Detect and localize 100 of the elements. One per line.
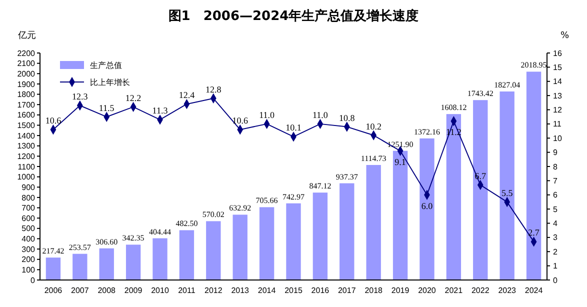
y-tick-label: 700 — [22, 204, 36, 213]
y-tick-label: 1300 — [17, 142, 36, 151]
y-tick-label: 1400 — [17, 131, 36, 140]
bar — [473, 100, 488, 280]
y2-tick-label: 3 — [553, 233, 558, 242]
data-label: 10.2 — [366, 121, 382, 132]
x-tick-label: 2007 — [71, 286, 90, 295]
y-tick-label: 500 — [22, 224, 36, 234]
y2-tick-label: 1 — [553, 262, 558, 271]
data-label: 11.0 — [312, 110, 328, 120]
y-tick-label: 2100 — [17, 59, 36, 68]
x-tick-label: 2022 — [471, 286, 490, 295]
data-label: 847.12 — [309, 182, 332, 191]
legend-label: 比上年增长 — [90, 78, 130, 87]
data-label: 10.6 — [45, 116, 62, 126]
y-tick-label: 1200 — [17, 152, 36, 161]
bar — [526, 72, 542, 280]
y2-tick-label: 0 — [553, 276, 558, 285]
bar — [446, 114, 462, 280]
data-label: 1114.73 — [360, 154, 386, 163]
bar — [392, 150, 408, 280]
bar — [232, 214, 248, 280]
y2-tick-label: 7 — [553, 176, 558, 186]
y-tick-label: 100 — [22, 265, 36, 274]
bar — [179, 230, 194, 280]
data-label: 9.1 — [394, 156, 406, 167]
data-label: 12.4 — [178, 90, 196, 100]
legend-label: 生产总值 — [90, 60, 122, 70]
x-tick-label: 2011 — [178, 286, 196, 295]
y-tick-label: 1900 — [17, 80, 36, 89]
y-tick-label: 800 — [22, 193, 36, 202]
data-label: 306.60 — [96, 237, 118, 246]
y-tick-label: 400 — [22, 234, 36, 244]
y-tick-label: 2000 — [17, 69, 36, 78]
y-axis-title: 亿元 — [17, 30, 36, 41]
y2-tick-label: 12 — [553, 106, 562, 115]
y2-axis-title: % — [560, 31, 570, 41]
data-label: 11.3 — [152, 106, 168, 116]
data-label: 10.8 — [339, 112, 356, 123]
bar — [126, 244, 141, 280]
x-tick-label: 2021 — [444, 286, 464, 295]
data-label: 632.92 — [229, 204, 252, 213]
x-tick-label: 2006 — [44, 286, 63, 295]
bar — [259, 207, 274, 280]
y-tick-label: 300 — [22, 244, 36, 254]
y-tick-label: 900 — [22, 182, 36, 192]
y2-tick-label: 11 — [553, 120, 562, 129]
data-label: 1743.42 — [467, 89, 494, 98]
data-label: 742.97 — [282, 192, 304, 202]
y2-tick-label: 15 — [553, 62, 562, 72]
x-tick-label: 2009 — [124, 286, 143, 295]
data-label: 12.8 — [206, 84, 222, 94]
data-label: 253.57 — [68, 242, 91, 252]
bar — [99, 248, 114, 280]
data-label: 11.0 — [259, 110, 276, 120]
y-tick-label: 2200 — [17, 48, 36, 58]
x-tick-label: 2015 — [284, 286, 303, 295]
y2-tick-label: 13 — [553, 91, 562, 100]
y2-tick-label: 10 — [553, 134, 562, 143]
y-tick-label: 0 — [30, 276, 36, 285]
bar — [340, 183, 354, 280]
y2-tick-label: 6 — [553, 190, 558, 200]
x-tick-label: 2008 — [98, 286, 116, 295]
data-label: 10.6 — [232, 116, 248, 126]
y-tick-label: 1100 — [18, 162, 36, 172]
x-tick-label: 2023 — [498, 286, 517, 295]
data-label: 5.5 — [501, 188, 514, 198]
x-tick-label: 2020 — [418, 286, 436, 295]
data-label: 482.50 — [176, 219, 198, 228]
y2-tick-label: 16 — [553, 48, 562, 58]
data-label: 10.1 — [286, 122, 302, 133]
y2-tick-label: 2 — [553, 247, 558, 256]
y2-tick-label: 4 — [553, 219, 558, 228]
data-label: 1372.16 — [414, 127, 440, 136]
data-label: 2.7 — [528, 228, 540, 238]
y2-tick-label: 5 — [553, 204, 558, 214]
x-tick-label: 2013 — [231, 286, 250, 295]
data-label: 2018.95 — [520, 60, 547, 70]
data-label: 1608.12 — [440, 103, 467, 112]
bar — [152, 238, 168, 280]
bar — [312, 192, 328, 280]
y2-tick-label: 9 — [553, 148, 558, 158]
y2-tick-label: 14 — [553, 77, 562, 86]
y-tick-label: 1800 — [17, 90, 36, 100]
data-label: 404.44 — [149, 227, 172, 236]
data-label: 11.5 — [98, 102, 115, 113]
x-tick-label: 2018 — [364, 286, 384, 295]
data-label: 570.02 — [202, 210, 224, 220]
x-tick-label: 2019 — [391, 286, 410, 295]
data-label: 12.2 — [125, 92, 142, 103]
y-tick-label: 1700 — [17, 100, 36, 110]
data-label: 217.42 — [42, 246, 64, 256]
bar — [206, 221, 221, 280]
x-tick-label: 2014 — [258, 286, 276, 295]
data-label: 6.0 — [421, 200, 434, 211]
bar — [46, 258, 61, 280]
y-tick-label: 1600 — [17, 110, 36, 120]
x-tick-label: 2010 — [151, 286, 170, 295]
data-label: 12.3 — [72, 91, 88, 102]
bar — [366, 164, 381, 280]
